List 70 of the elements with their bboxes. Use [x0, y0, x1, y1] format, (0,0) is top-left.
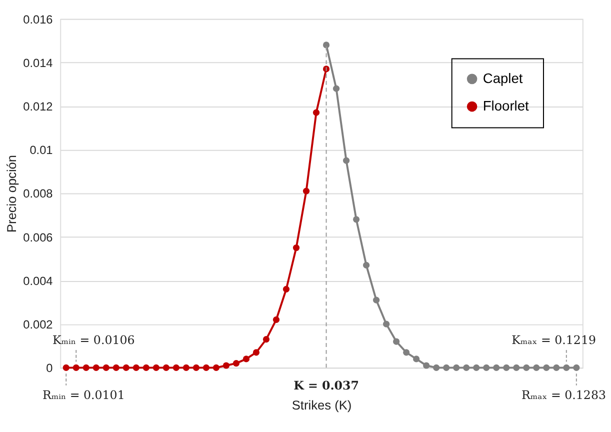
point	[322, 42, 330, 48]
point	[202, 364, 210, 371]
point	[92, 364, 100, 371]
point	[383, 320, 390, 328]
point	[292, 244, 300, 252]
y-tick-label: 0	[46, 361, 54, 376]
point	[453, 364, 460, 371]
legend-label: Caplet	[482, 70, 523, 86]
annotation: Kₘₐₓ = 0.1219	[512, 333, 596, 348]
y-tick-label: 0.012	[23, 99, 53, 114]
y-axis-title: Precio opción	[4, 154, 20, 233]
point	[443, 364, 450, 371]
point	[72, 364, 80, 371]
y-tick-label: 0.008	[23, 186, 54, 201]
point	[563, 364, 570, 371]
point	[393, 338, 400, 345]
point	[342, 157, 350, 164]
point	[362, 262, 370, 268]
point	[543, 364, 550, 371]
point	[82, 364, 90, 371]
y-tick-label: 0.01	[30, 143, 53, 158]
point	[302, 188, 310, 194]
point	[122, 364, 130, 371]
point	[413, 356, 420, 362]
point	[523, 364, 530, 371]
point	[252, 349, 260, 356]
point	[332, 85, 340, 92]
text: Rₘₐₓ = 0.1283	[522, 388, 606, 402]
point	[553, 364, 560, 371]
point	[423, 362, 430, 369]
point	[222, 362, 230, 369]
legend-label: Floorlet	[482, 98, 530, 114]
point	[503, 364, 510, 371]
y-tick-label: 0.006	[23, 230, 54, 244]
point	[483, 364, 490, 371]
point	[573, 364, 580, 371]
point	[372, 296, 380, 304]
x-axis-title: Strikes (K)	[292, 398, 352, 413]
point	[242, 356, 250, 362]
point	[212, 364, 220, 371]
point	[352, 216, 360, 223]
point	[152, 364, 160, 371]
point	[463, 364, 470, 371]
point	[112, 364, 120, 371]
point	[192, 364, 200, 371]
point	[473, 364, 480, 371]
point	[272, 316, 280, 324]
point	[142, 364, 150, 371]
y-tick-label: 0.004	[23, 274, 54, 288]
point	[282, 286, 290, 292]
text: K = 0.037	[294, 378, 359, 392]
point	[232, 360, 240, 367]
point	[533, 364, 540, 371]
y-tick-label: 0.002	[23, 318, 53, 332]
y-tick-label: 0.016	[23, 12, 54, 26]
point	[312, 109, 320, 116]
point	[62, 364, 70, 371]
point	[182, 364, 190, 371]
point	[102, 364, 110, 371]
point	[172, 364, 180, 371]
point	[513, 364, 520, 371]
point	[162, 364, 170, 371]
y-tick-label: 0.014	[23, 56, 54, 70]
point	[132, 364, 140, 371]
annotation: Kₘᵢₙ = 0.0106	[52, 333, 135, 348]
point	[262, 336, 270, 343]
point	[403, 349, 410, 356]
point	[433, 364, 440, 371]
text: Rₘᵢₙ = 0.0101	[42, 388, 125, 402]
point	[493, 364, 500, 371]
